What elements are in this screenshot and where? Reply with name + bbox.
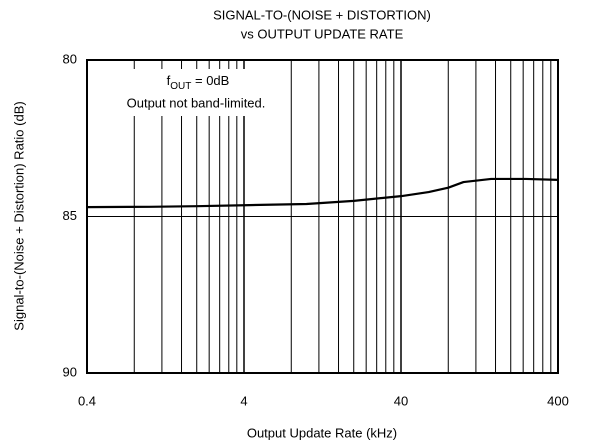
chart-title: SIGNAL-TO-(NOISE + DISTORTION) [213,7,431,22]
chart-title: vs OUTPUT UPDATE RATE [241,26,404,41]
annotation: fOUT = 0dB [167,73,230,91]
line [86,177,559,209]
annotation-text: = 0dB [191,73,229,88]
x-axis-label: Output Update Rate (kHz) [247,425,397,440]
annotation-box [102,69,290,116]
y-tick-label: 90 [63,364,77,379]
x-tick-label: 400 [547,393,569,408]
plot-frame [86,59,559,374]
note: Output not band-limited. [127,95,266,110]
y-axis-label: Signal-to-(Noise + Distortion) Ratio (dB… [11,101,26,330]
x-tick-label: 4 [240,393,247,408]
x-tick-label: 0.4 [78,393,96,408]
y-tick-label: 85 [63,208,77,223]
plot [86,177,559,209]
annotation-symbol: f [167,73,171,88]
annotation-subscript: OUT [170,81,191,92]
y-tick-label: 80 [63,51,77,66]
x-tick-label: 40 [394,393,408,408]
